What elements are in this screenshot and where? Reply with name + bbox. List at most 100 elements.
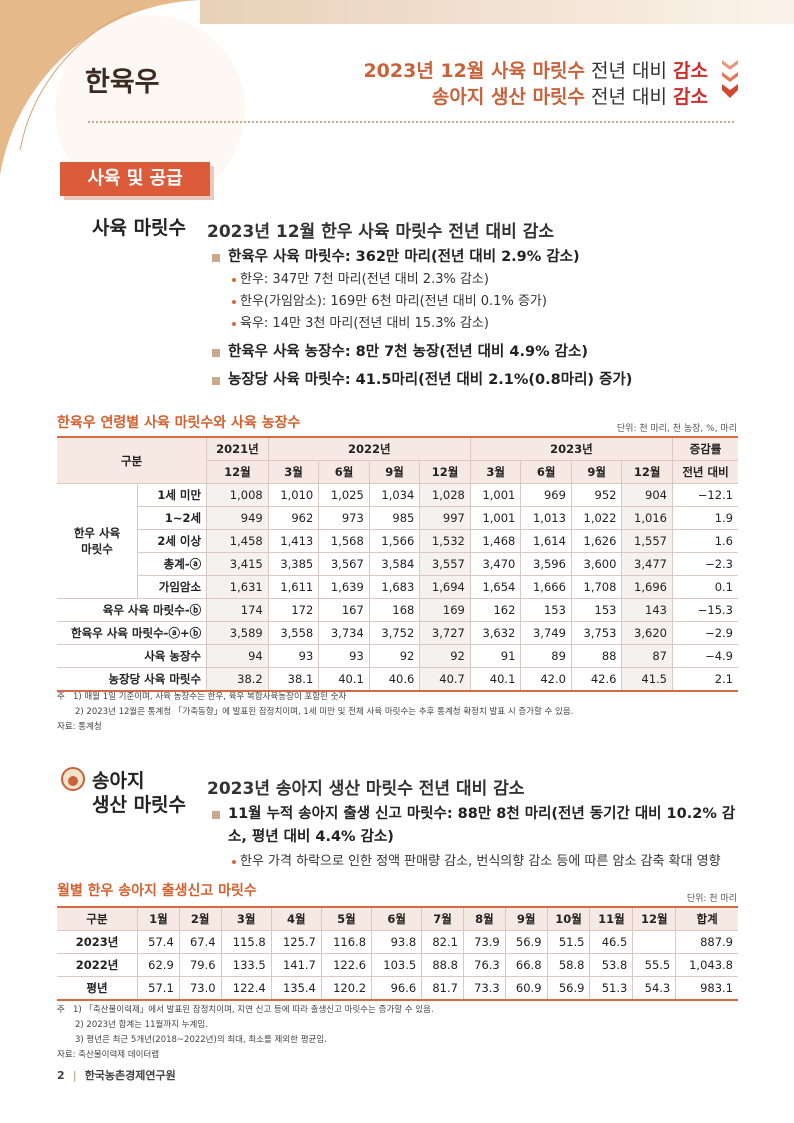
cell: 167: [318, 598, 370, 622]
page-title: 한육우: [85, 67, 160, 98]
cell: 3,727: [419, 621, 471, 645]
corner-line: [19, 11, 131, 151]
cell: 87: [621, 644, 673, 668]
label-line: 생산 마릿수: [92, 794, 187, 816]
cell: 3,470: [469, 552, 522, 576]
cell: 3,557: [419, 552, 471, 576]
cell: 1,631: [206, 575, 269, 599]
cell: 88: [570, 644, 623, 668]
header-cell: 12월: [621, 460, 673, 484]
source: 자료: 통계청: [57, 722, 102, 732]
cell: 1,611: [267, 575, 320, 599]
header-cell: 12월: [632, 906, 677, 931]
cell: 3,415: [206, 552, 269, 576]
header-cell: 2월: [178, 906, 222, 931]
cell: 1,696: [621, 575, 673, 599]
cell: 1,458: [206, 529, 269, 553]
notes: 주 1) 매월 1일 기준이며, 사육 농장수는 한우, 육우 복합사육농장이 …: [57, 690, 573, 735]
row: 2022년 62.9 79.6 133.5 141.7 122.6 103.5 88.8 76.…: [57, 953, 738, 977]
cell: 58.8: [546, 953, 591, 977]
cell: 952: [570, 483, 623, 507]
header-cell: 7월: [421, 906, 464, 931]
cell: 1,413: [267, 529, 320, 553]
cell: 172: [267, 598, 320, 622]
sub-bullet: 한우: 347만 7천 마리(전년 대비 2.3% 감소): [212, 269, 742, 291]
cell: 1,034: [368, 483, 421, 507]
cell: 1,001: [469, 506, 522, 530]
row: 1~2세 949 962 973 985 997 1,001 1,013 1,022 1,016 1…: [57, 506, 738, 530]
cell: 115.8: [220, 930, 272, 954]
header-cell: 증감률: [671, 436, 738, 461]
cell: 92: [419, 644, 471, 668]
cell: 62.9: [137, 953, 180, 977]
header-cell: 2021년: [206, 436, 269, 461]
block-heading: 2023년 송아지 생산 마릿수 전년 대비 감소: [207, 779, 525, 799]
note: 1) 「축산물이력제」에서 발표된 잠정치이며, 지연 신고 등에 따라 출생신…: [72, 1005, 434, 1015]
cell: 973: [318, 506, 370, 530]
chevron: [722, 72, 738, 82]
headline-mid: 전년 대비: [584, 86, 674, 108]
row-label: 한육우 사육 마릿수-ⓐ+ⓑ: [57, 621, 208, 645]
bullet: 농장당 사육 마릿수: 41.5마리(전년 대비 2.1%(0.8마리) 증가): [212, 369, 742, 392]
cell: 125.7: [270, 930, 322, 954]
header-cell: 2023년: [469, 436, 673, 461]
header-cell: 5월: [320, 906, 373, 931]
sub-bullet: 육우: 14만 3천 마리(전년 대비 15.3% 감소): [212, 313, 742, 335]
cell: 1,566: [368, 529, 421, 553]
cell: −2.3: [671, 552, 738, 576]
cell: 969: [520, 483, 572, 507]
cell: 1,043.8: [675, 953, 738, 977]
note-label: 주: [57, 692, 65, 702]
cell: 94: [206, 644, 269, 668]
cell: 88.8: [421, 953, 464, 977]
table: 구분 2021년 2022년 2023년 증감률 12월 3월 6월 9월 12월 3월 6월 9월 12…: [57, 436, 738, 692]
row: 평년 57.1 73.0 122.4 135.4 120.2 96.6 81.7 73.3 60.…: [57, 976, 738, 1001]
source: 자료: 축산물이력제 데이터랩: [57, 1050, 160, 1060]
cell: 93.8: [371, 930, 423, 954]
cell: 3,620: [621, 621, 673, 645]
header-cell: 6월: [318, 460, 370, 484]
cell: 56.9: [504, 930, 548, 954]
header-cell: 4월: [270, 906, 322, 931]
header-cell: 구분: [57, 436, 208, 484]
note-label: 주: [57, 1005, 65, 1015]
cell: 73.0: [178, 976, 222, 1001]
headline: 2023년 12월 사육 마릿수 전년 대비 감소 송아지 생산 마릿수 전년 …: [363, 58, 708, 110]
row-label: 1~2세: [137, 506, 208, 530]
cell: 1,626: [570, 529, 623, 553]
cell: 3,752: [368, 621, 421, 645]
label-line: 송아지: [92, 770, 145, 792]
headline-trend: 감소: [673, 86, 708, 108]
cell: 73.3: [462, 976, 506, 1001]
sub-bullet: 한우 가격 하락으로 인한 정액 판매량 감소, 번식의향 감소 등에 따른 암…: [212, 851, 742, 873]
cell: 57.1: [137, 976, 180, 1001]
header-cell: 11월: [589, 906, 634, 931]
table-title: 한육우 연령별 사육 마릿수와 사육 농장수: [57, 415, 301, 431]
sub-bullet: 한우(가임암소): 169만 6천 마리(전년 대비 0.1% 증가): [212, 291, 742, 313]
table-title: 월별 한우 송아지 출생신고 마릿수: [57, 883, 257, 899]
icon: [61, 767, 85, 791]
row: 육우 사육 마릿수-ⓑ 174 172 167 168 169 162 153 153 143 −1…: [57, 598, 738, 622]
header-cell: 1월: [137, 906, 180, 931]
header-cell: 9월: [570, 460, 623, 484]
bullet: 한육우 사육 농장수: 8만 7천 농장(전년 대비 4.9% 감소): [212, 341, 742, 364]
header-cell: 2022년: [267, 436, 471, 461]
cell: 162: [469, 598, 522, 622]
row-label: 육우 사육 마릿수-ⓑ: [57, 598, 208, 622]
cell: 1.6: [671, 529, 738, 553]
cell: 73.9: [462, 930, 506, 954]
cell: 120.2: [320, 976, 373, 1001]
footer: 2 | 한국농촌경제연구원: [57, 1069, 176, 1082]
cell: 904: [621, 483, 673, 507]
cell: 57.4: [137, 930, 180, 954]
header-cell: 10월: [546, 906, 591, 931]
cell: 40.1: [318, 667, 370, 692]
top-band: [200, 0, 794, 24]
divider: [88, 121, 734, 123]
cell: 41.5: [621, 667, 673, 692]
cell: 997: [419, 506, 471, 530]
cell: 76.3: [462, 953, 506, 977]
cell: 38.1: [267, 667, 320, 692]
cell: 1,666: [520, 575, 572, 599]
